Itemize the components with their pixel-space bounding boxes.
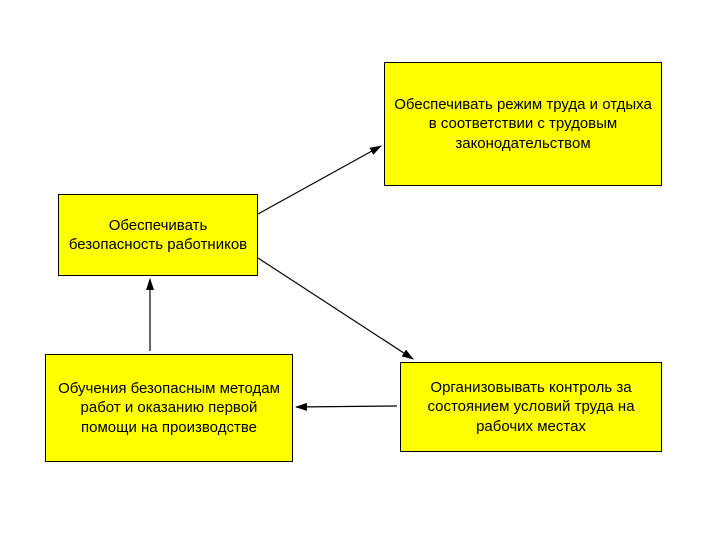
node-safety-training: Обучения безопасным методам работ и оказ…: [45, 354, 293, 462]
node-label: Организовывать контроль за состоянием ус…: [409, 378, 653, 437]
arrow: [258, 146, 381, 214]
node-work-rest-regime: Обеспечивать режим труда и отдыха в соот…: [384, 62, 662, 186]
node-label: Обучения безопасным методам работ и оказ…: [54, 379, 284, 438]
arrow: [296, 406, 397, 407]
node-worker-safety: Обеспечивать безопасность работников: [58, 194, 258, 276]
node-control-conditions: Организовывать контроль за состоянием ус…: [400, 362, 662, 452]
node-label: Обеспечивать безопасность работников: [67, 216, 249, 255]
arrow: [258, 258, 413, 359]
node-label: Обеспечивать режим труда и отдыха в соот…: [393, 95, 653, 154]
